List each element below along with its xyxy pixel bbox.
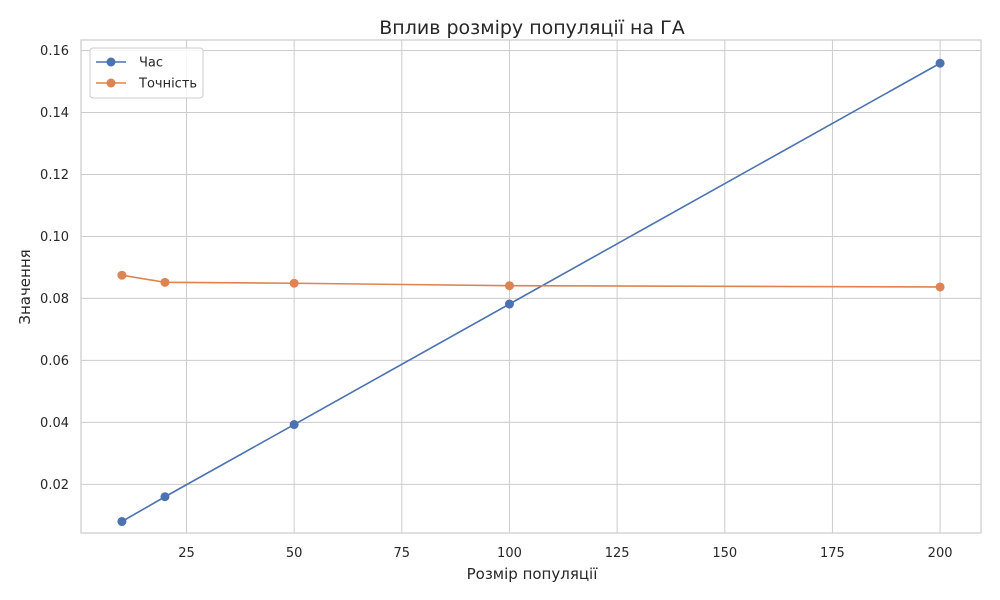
x-tick-label: 125: [605, 546, 630, 561]
data-point-marker: [160, 492, 170, 502]
y-tick-label: 0.12: [40, 168, 69, 183]
y-tick-label: 0.06: [40, 354, 69, 369]
chart-title: Вплив розміру популяції на ГА: [379, 17, 684, 39]
data-point-marker: [504, 299, 514, 309]
y-tick-label: 0.16: [40, 44, 69, 59]
legend-entry-label: Час: [139, 56, 163, 71]
x-axis-label: Розмір популяції: [467, 565, 599, 583]
x-tick-label: 50: [286, 546, 303, 561]
data-point-marker: [117, 270, 127, 280]
y-tick-label: 0.14: [40, 106, 69, 121]
series-line-1: [121, 62, 941, 523]
data-point-marker: [160, 277, 170, 287]
data-point-marker: [289, 278, 299, 288]
y-tick-label: 0.10: [40, 230, 69, 245]
x-tick-label: 200: [928, 546, 953, 561]
y-axis-label: Значення: [16, 249, 34, 324]
legend-swatch-marker: [106, 57, 116, 67]
data-point-marker: [504, 281, 514, 291]
y-tick-label: 0.04: [40, 416, 69, 431]
data-point-marker: [117, 517, 127, 527]
legend-box: [89, 47, 204, 99]
y-tick-label: 0.08: [40, 292, 69, 307]
legend-swatch-marker: [106, 78, 116, 88]
x-tick-label: 25: [178, 546, 195, 561]
x-tick-label: 100: [497, 546, 522, 561]
data-point-marker: [935, 58, 945, 68]
y-axis-ticks: 0.02 0.04 0.06 0.08 0.10 0.12 0.14 0.16: [40, 44, 69, 493]
x-tick-label: 75: [394, 546, 411, 561]
plot-area-frame: [80, 39, 982, 534]
series-line-2: [121, 274, 941, 288]
x-tick-label: 150: [712, 546, 737, 561]
data-point-marker: [289, 420, 299, 430]
x-tick-label: 175: [820, 546, 845, 561]
data-point-marker: [935, 282, 945, 292]
series-layer: [117, 58, 945, 527]
legend-entry-label: Точність: [138, 77, 197, 92]
x-axis-ticks: 25 50 75 100 125 150 175 200: [178, 546, 952, 561]
legend: Час Точність: [89, 47, 204, 99]
y-tick-label: 0.02: [40, 478, 69, 493]
